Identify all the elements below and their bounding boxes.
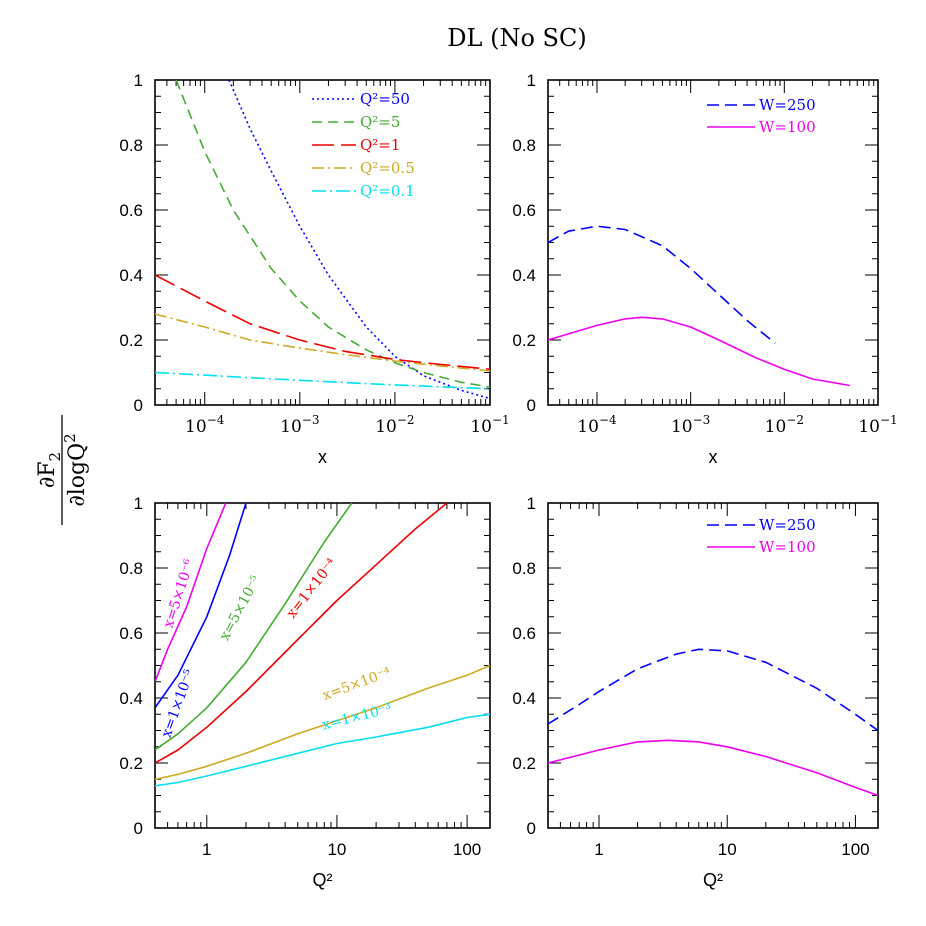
x-tick-label: 10 — [718, 840, 737, 859]
y-tick-label: 0.6 — [119, 624, 143, 643]
series-line-2 — [155, 274, 490, 371]
series-line-0 — [155, 503, 227, 683]
y-tick-label: 0 — [527, 396, 536, 415]
svg-text:∂F2: ∂F2 — [35, 452, 64, 488]
y-tick-label: 0.4 — [512, 689, 536, 708]
series-line-5 — [155, 713, 490, 787]
x-axis-title: x — [318, 447, 327, 467]
series-line-4 — [155, 664, 490, 781]
x-tick-label: 10−4 — [577, 413, 617, 437]
legend-label: Q²=0.5 — [360, 159, 415, 177]
svg-text:∂logQ2: ∂logQ2 — [61, 433, 90, 506]
y-tick-label: 0.8 — [119, 136, 143, 155]
legend-label: Q²=5 — [360, 113, 400, 131]
y-label-numerator-sub: 2 — [46, 452, 64, 462]
x-tick-label: 100 — [453, 840, 481, 859]
y-tick-label: 0.8 — [512, 559, 536, 578]
series-line-4 — [155, 371, 490, 390]
panel-bottom-left: 00.20.40.60.811 10 100Q²x=5×10⁻⁶x=1×10⁻⁵x=… — [119, 494, 491, 890]
x-tick-label: 10−2 — [765, 413, 804, 437]
y-tick-label: 0.4 — [119, 266, 143, 285]
panel-top-right: 0 0.2 0.4 0.6 0.8 1 10−4 10−3 10−2 10−1 x W=250 W=10… — [512, 71, 897, 467]
series-line-1 — [175, 80, 490, 388]
x-tick-label: 10−1 — [470, 413, 509, 437]
legend-label: W=250 — [759, 516, 816, 534]
series-line-1 — [548, 739, 878, 797]
x-axis-title: Q² — [313, 870, 333, 890]
y-tick-label: 0.8 — [512, 136, 536, 155]
x-tick-label: 10−4 — [185, 413, 225, 437]
curve-label: x=5×10⁻⁴ — [320, 664, 393, 703]
series-line-3 — [155, 503, 448, 764]
y-tick-label: 0.6 — [512, 201, 536, 220]
y-tick-label: 0.2 — [119, 754, 143, 773]
legend-label: Q²=1 — [360, 136, 400, 154]
curve-label: x=1×10⁻³ — [321, 701, 394, 734]
y-tick-label: 0.6 — [512, 624, 536, 643]
x-tick-label: 10−2 — [375, 413, 414, 437]
y-label-denominator-sup: 2 — [61, 433, 79, 443]
y-axis-label: ∂F2 ∂logQ2 — [35, 415, 90, 525]
x-tick-label: 1 — [594, 840, 603, 859]
y-label-denominator: ∂logQ — [65, 443, 90, 507]
y-tick-label: 1 — [134, 71, 143, 90]
panel-top-left: 0 0.2 0.4 0.6 0.8 1 10−4 10−3 10−2 10−1 x Q²=50 Q²=5… — [119, 71, 509, 467]
y-tick-label: 0.4 — [512, 266, 536, 285]
y-tick-label: 0.2 — [512, 754, 536, 773]
series-line-0 — [548, 225, 776, 344]
legend-label: Q²=0.1 — [360, 182, 415, 200]
curve-label: x=5×10⁻⁵ — [217, 573, 265, 644]
y-tick-label: 1 — [527, 71, 536, 90]
series-line-1 — [548, 316, 850, 387]
y-tick-label: 0.6 — [119, 201, 143, 220]
series-line-0 — [548, 648, 878, 732]
x-tick-label: 10−3 — [280, 413, 319, 437]
panel-bottom-right: 0 0.2 0.4 0.6 0.8 1 1 10 100 Q² W=250 W=100 — [512, 494, 879, 890]
legend-label: W=100 — [759, 538, 816, 556]
y-tick-label: 1 — [527, 494, 536, 513]
x-tick-label: 10 — [327, 840, 346, 859]
y-tick-label: 0.4 — [119, 689, 143, 708]
plot-frame — [154, 79, 491, 406]
x-tick-label: 1 — [202, 840, 211, 859]
legend-label: W=250 — [759, 96, 816, 114]
legend-label: W=100 — [759, 118, 816, 136]
y-tick-label: 0.2 — [119, 331, 143, 350]
x-tick-label: 10−1 — [858, 413, 897, 437]
y-tick-label: 1 — [134, 494, 143, 513]
series-line-1 — [155, 503, 247, 709]
legend-label: Q²=50 — [360, 90, 410, 108]
curve-label: x=1×10⁻⁴ — [284, 555, 341, 621]
y-tick-label: 0 — [527, 819, 536, 838]
x-axis-title: Q² — [703, 870, 723, 890]
series-line-3 — [155, 313, 490, 372]
plot-frame — [547, 79, 879, 406]
x-tick-label: 10−3 — [671, 413, 710, 437]
figure-title: DL (No SC) — [447, 24, 586, 52]
y-label-numerator: ∂F — [35, 461, 60, 488]
y-tick-label: 0 — [134, 819, 143, 838]
curve-label: x=1×10⁻⁵ — [159, 667, 198, 740]
series-line-2 — [155, 503, 353, 751]
x-axis-title: x — [709, 447, 718, 467]
y-tick-label: 0.8 — [119, 559, 143, 578]
y-tick-label: 0 — [134, 396, 143, 415]
series-line-0 — [228, 80, 490, 400]
plot-frame — [547, 502, 879, 829]
y-tick-label: 0.2 — [512, 331, 536, 350]
x-tick-label: 100 — [841, 840, 869, 859]
